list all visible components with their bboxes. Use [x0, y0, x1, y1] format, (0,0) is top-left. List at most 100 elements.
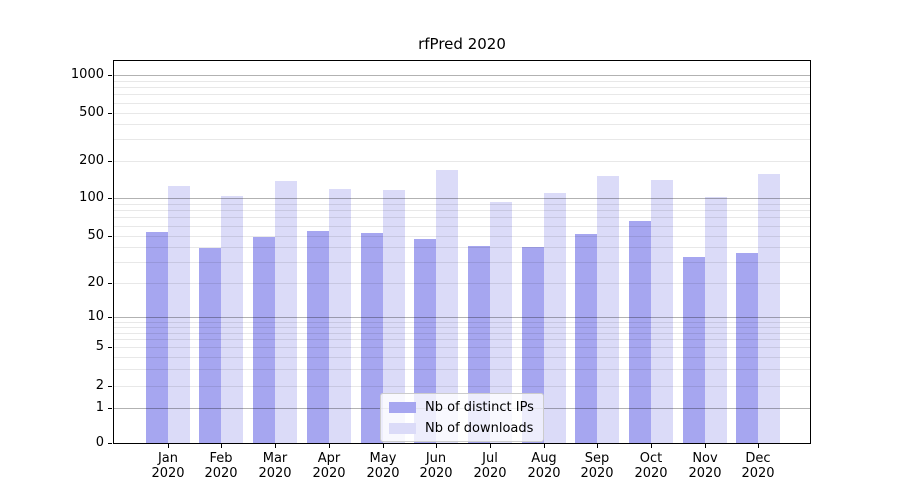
- bar-downloads-apr: [329, 189, 351, 443]
- y-tick-label-5: 5: [95, 339, 104, 354]
- x-tick-mark-nov: [705, 444, 706, 448]
- bar-downloads-jan: [168, 186, 190, 443]
- x-tick-label-oct: Oct 2020: [619, 451, 683, 481]
- y-tick-label-2: 2: [95, 378, 104, 393]
- y-tick-mark-200: [108, 161, 112, 162]
- x-tick-label-year: 2020: [258, 466, 292, 481]
- x-tick-label-year: 2020: [741, 466, 775, 481]
- x-tick-mark-dec: [758, 444, 759, 448]
- bar-ips-apr: [307, 231, 329, 443]
- plot-area: Nb of distinct IPs Nb of downloads: [113, 60, 811, 444]
- x-tick-label-month: Mar: [262, 451, 288, 466]
- x-tick-label-may: May 2020: [351, 451, 415, 481]
- x-tick-label-month: Feb: [209, 451, 233, 466]
- x-tick-label-year: 2020: [634, 466, 668, 481]
- bar-ips-may: [361, 233, 383, 443]
- x-tick-label-month: May: [369, 451, 397, 466]
- legend: Nb of distinct IPs Nb of downloads: [380, 393, 544, 442]
- x-tick-label-year: 2020: [151, 466, 185, 481]
- bar-downloads-nov: [705, 197, 727, 443]
- bar-ips-mar: [253, 237, 275, 443]
- bar-ips-jun: [414, 239, 436, 443]
- y-tick-mark-20: [108, 283, 112, 284]
- x-tick-label-feb: Feb 2020: [189, 451, 253, 481]
- bar-ips-jan: [146, 232, 168, 443]
- y-tick-label-1: 1: [95, 400, 104, 415]
- y-tick-mark-2: [108, 386, 112, 387]
- x-tick-label-year: 2020: [204, 466, 238, 481]
- legend-label-distinct-ips: Nb of distinct IPs: [425, 399, 534, 415]
- x-tick-mark-may: [383, 444, 384, 448]
- x-tick-mark-jul: [490, 444, 491, 448]
- legend-entry-distinct-ips: Nb of distinct IPs: [389, 399, 534, 415]
- y-tick-label-100: 100: [79, 190, 104, 205]
- y-tick-mark-5: [108, 347, 112, 348]
- x-tick-label-year: 2020: [473, 466, 507, 481]
- bar-ips-sep: [575, 234, 597, 443]
- bar-downloads-may: [383, 190, 405, 443]
- chart-title: rfPred 2020: [418, 35, 506, 53]
- x-tick-label-year: 2020: [419, 466, 453, 481]
- x-tick-label-jan: Jan 2020: [136, 451, 200, 481]
- x-tick-label-month: Apr: [317, 451, 341, 466]
- y-tick-label-10: 10: [87, 309, 104, 324]
- y-tick-label-50: 50: [87, 228, 104, 243]
- y-tick-mark-1: [108, 408, 112, 409]
- x-tick-label-month: Oct: [639, 451, 663, 466]
- y-tick-mark-500: [108, 113, 112, 114]
- x-tick-label-aug: Aug 2020: [512, 451, 576, 481]
- bar-ips-feb: [199, 248, 221, 443]
- x-tick-label-year: 2020: [366, 466, 400, 481]
- x-tick-label-year: 2020: [688, 466, 722, 481]
- legend-swatch-distinct-ips: [389, 401, 416, 413]
- bar-ips-dec: [736, 253, 758, 443]
- y-tick-mark-1000: [108, 75, 112, 76]
- y-tick-mark-10: [108, 317, 112, 318]
- x-tick-label-year: 2020: [580, 466, 614, 481]
- y-tick-label-1000: 1000: [70, 67, 104, 82]
- bar-ips-nov: [683, 257, 705, 443]
- y-tick-mark-100: [108, 198, 112, 199]
- x-tick-label-jun: Jun 2020: [404, 451, 468, 481]
- x-tick-label-year: 2020: [527, 466, 561, 481]
- bar-downloads-oct: [651, 180, 673, 443]
- y-tick-label-0: 0: [95, 435, 104, 450]
- bar-ips-oct: [629, 221, 651, 443]
- y-tick-label-500: 500: [79, 105, 104, 120]
- bar-downloads-jun: [436, 170, 458, 443]
- y-tick-label-20: 20: [87, 275, 104, 290]
- x-tick-label-jul: Jul 2020: [458, 451, 522, 481]
- x-tick-label-month: Dec: [745, 451, 771, 466]
- bar-downloads-dec: [758, 174, 780, 443]
- bar-downloads-jul: [490, 202, 512, 443]
- x-tick-label-dec: Dec 2020: [726, 451, 790, 481]
- x-tick-label-month: Nov: [692, 451, 718, 466]
- y-tick-mark-50: [108, 236, 112, 237]
- x-tick-label-sep: Sep 2020: [565, 451, 629, 481]
- x-tick-label-month: Aug: [531, 451, 557, 466]
- x-tick-mark-aug: [544, 444, 545, 448]
- x-tick-mark-jun: [436, 444, 437, 448]
- x-tick-mark-feb: [221, 444, 222, 448]
- legend-swatch-downloads: [389, 422, 416, 434]
- x-tick-label-mar: Mar 2020: [243, 451, 307, 481]
- x-tick-label-month: Jun: [425, 451, 447, 466]
- y-tick-mark-0: [108, 443, 112, 444]
- bar-downloads-feb: [221, 196, 243, 443]
- bar-downloads-mar: [275, 181, 297, 443]
- x-tick-label-month: Jul: [482, 451, 498, 466]
- x-tick-label-nov: Nov 2020: [673, 451, 737, 481]
- x-tick-label-year: 2020: [312, 466, 346, 481]
- legend-label-downloads: Nb of downloads: [425, 420, 534, 436]
- x-tick-mark-mar: [275, 444, 276, 448]
- bars-layer: [114, 61, 810, 443]
- legend-entry-downloads: Nb of downloads: [389, 420, 534, 436]
- x-tick-label-month: Jan: [157, 451, 179, 466]
- x-tick-mark-apr: [329, 444, 330, 448]
- x-tick-mark-sep: [597, 444, 598, 448]
- y-tick-label-200: 200: [79, 153, 104, 168]
- x-tick-label-apr: Apr 2020: [297, 451, 361, 481]
- x-tick-mark-oct: [651, 444, 652, 448]
- bar-downloads-sep: [597, 176, 619, 443]
